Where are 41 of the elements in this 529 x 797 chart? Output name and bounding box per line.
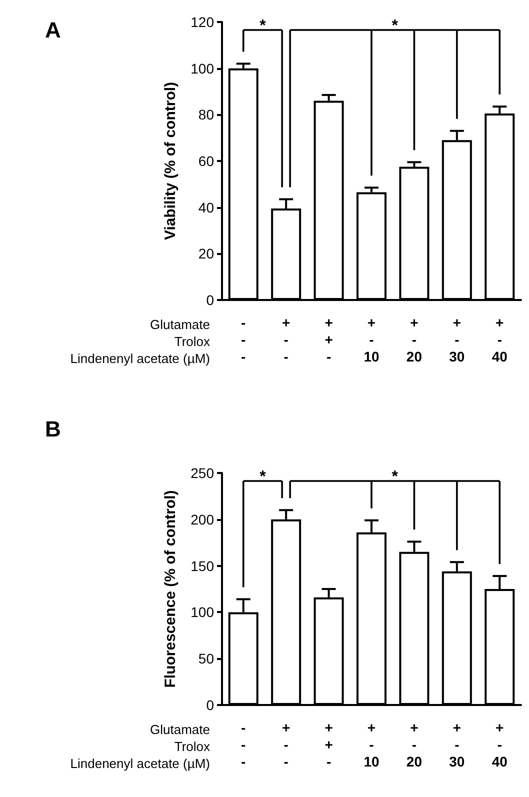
x-tick-label: + - 30: [449, 720, 465, 770]
x-tick-label: + - 30: [449, 314, 465, 364]
text: Lindenenyl acetate (µM): [70, 756, 210, 771]
y-tick-label: 100: [190, 60, 214, 76]
y-tick-label: 20: [198, 246, 214, 262]
y-tick-label: 60: [198, 153, 214, 169]
y-axis-title: Viability (% of control): [162, 82, 179, 240]
x-tick-label: - - -: [241, 720, 246, 770]
y-tick-label: 250: [190, 465, 214, 481]
text: Trolox: [174, 334, 210, 349]
annotation: *: [392, 468, 399, 486]
x-tick-label: + - 10: [364, 720, 380, 770]
text: Glutamate: [150, 722, 210, 737]
annotation: *: [260, 18, 267, 34]
x-tick-label: + + -: [324, 314, 333, 364]
text: Trolox: [174, 739, 210, 754]
x-tick-label: - - -: [241, 314, 246, 364]
y-tick-label: 100: [190, 604, 214, 620]
x-tick-label: + - -: [282, 720, 290, 770]
y-tick-label: 0: [206, 697, 214, 713]
y-tick-label: 200: [190, 511, 214, 528]
annotation: *: [260, 468, 267, 486]
x-tick-label: + - 10: [364, 314, 380, 364]
x-tick-label: + - 20: [406, 314, 422, 364]
x-tick-label: + - 20: [406, 720, 422, 770]
chart-title: B: [45, 416, 61, 442]
y-tick-label: 50: [198, 650, 214, 667]
y-tick-label: 0: [206, 292, 214, 308]
chart-title: A: [45, 18, 61, 42]
x-tick-label: + - 40: [492, 720, 508, 770]
x-tick-label: + - -: [282, 314, 290, 364]
x-tick-label: + + -: [324, 720, 333, 770]
y-tick-label: 120: [190, 14, 214, 30]
y-tick-label: 150: [190, 558, 214, 574]
x-tick-label: + - 40: [492, 314, 508, 364]
annotation: *: [392, 18, 399, 34]
y-axis-title: Fluorescence (% of control): [162, 490, 179, 688]
text: Lindenenyl acetate (µM): [70, 351, 210, 366]
y-tick-label: 40: [198, 199, 214, 216]
text: Glutamate: [150, 317, 210, 332]
y-tick-label: 80: [198, 106, 214, 123]
